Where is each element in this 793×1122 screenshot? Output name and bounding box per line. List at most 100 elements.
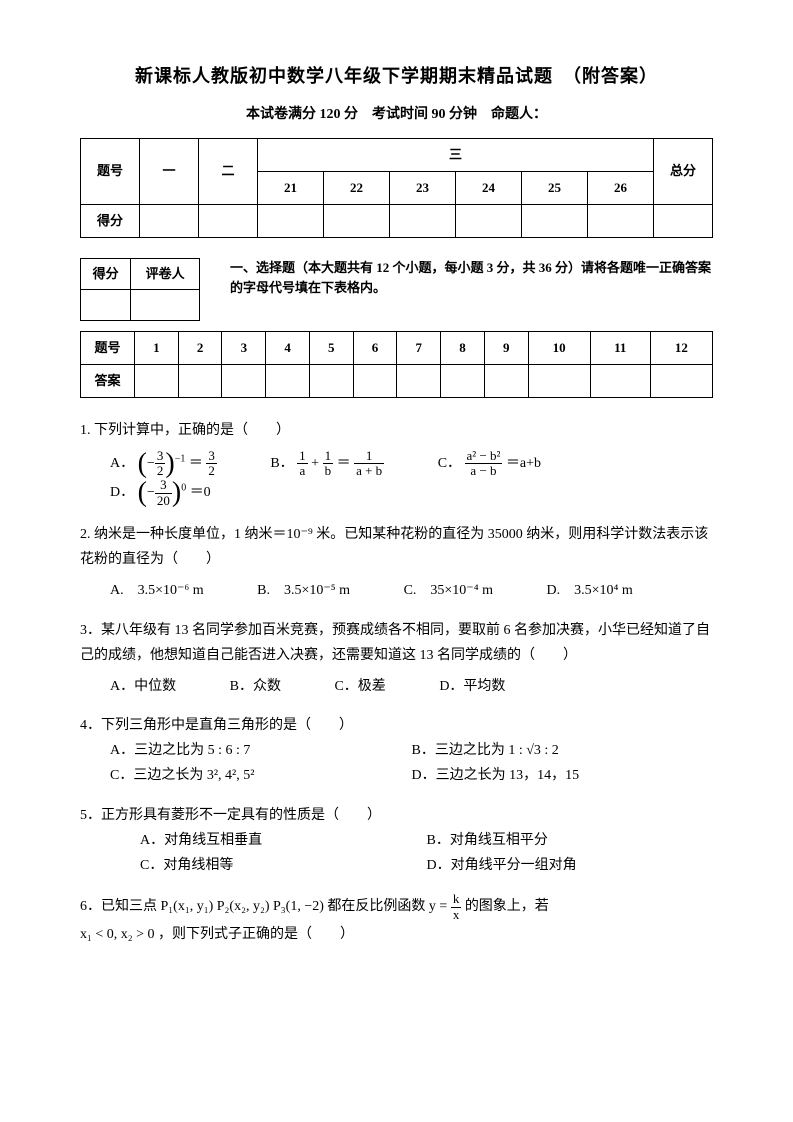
- answer-num: 3: [222, 331, 266, 364]
- question-6: 6．已知三点 P₁(x₁, y₁) P₂(x₂, y₂) P₃(1, −2) 都…: [80, 892, 713, 947]
- answer-num: 10: [528, 331, 590, 364]
- den: a − b: [465, 464, 503, 478]
- q5-opt-c: C．对角线相等: [140, 853, 427, 878]
- col-header: 题号: [81, 138, 140, 204]
- num: 1: [323, 449, 334, 464]
- q5-options: A．对角线互相垂直 B．对角线互相平分: [140, 828, 713, 853]
- question-2: 2. 纳米是一种长度单位，1 纳米＝10⁻⁹ 米。已知某种花粉的直径为 3500…: [80, 522, 713, 604]
- answer-cell: [222, 364, 266, 397]
- label: D．: [110, 485, 134, 500]
- label: A．: [110, 456, 134, 471]
- q2-opt-b: B. 3.5×10⁻⁵ m: [257, 578, 350, 603]
- q3-opt-b: B．众数: [230, 674, 281, 699]
- score-cell: [588, 204, 654, 237]
- answer-cell: [528, 364, 590, 397]
- label: B．: [270, 456, 293, 471]
- den: 2: [206, 464, 217, 478]
- exp: 0: [181, 483, 186, 494]
- answer-num: 5: [309, 331, 353, 364]
- answer-cell: [397, 364, 441, 397]
- question-4: 4．下列三角形中是直角三角形的是（ ） A．三边之比为 5 : 6 : 7 B．…: [80, 713, 713, 789]
- answer-num: 11: [590, 331, 650, 364]
- col-header: 三: [258, 138, 654, 171]
- answer-cell: [590, 364, 650, 397]
- q3-opt-a: A．中位数: [110, 674, 176, 699]
- eq: ＝a+b: [506, 456, 541, 471]
- answer-cell: [178, 364, 222, 397]
- answer-cell: [484, 364, 528, 397]
- q3-stem: 3．某八年级有 13 名同学参加百米竞赛，预赛成绩各不相同，要取前 6 名参加决…: [80, 618, 713, 668]
- col-header: 总分: [654, 138, 713, 204]
- answer-cell: [441, 364, 485, 397]
- page-subtitle: 本试卷满分 120 分 考试时间 90 分钟 命题人：: [80, 102, 713, 127]
- q1-stem: 1. 下列计算中，正确的是（ ）: [80, 418, 713, 443]
- q1-opt-a: A． (−32)−1 ＝ 32: [110, 449, 217, 479]
- answer-header: 题号: [81, 331, 135, 364]
- q3-opt-c: C．极差: [334, 674, 385, 699]
- answer-cell: [266, 364, 310, 397]
- page-title: 新课标人教版初中数学八年级下学期期末精品试题 （附答案）: [80, 60, 713, 92]
- scorer-box: 得分 评卷人: [80, 258, 200, 321]
- q2-options: A. 3.5×10⁻⁶ m B. 3.5×10⁻⁵ m C. 35×10⁻⁴ m…: [110, 578, 713, 603]
- q2-opt-a: A. 3.5×10⁻⁶ m: [110, 578, 204, 603]
- answer-num: 6: [353, 331, 397, 364]
- score-cell: [324, 204, 390, 237]
- q1-opt-c: C． a² − b²a − b ＝a+b: [438, 449, 541, 479]
- q1-options: A． (−32)−1 ＝ 32 B． 1a + 1b ＝ 1a + b C． a…: [110, 449, 713, 508]
- y-eq: y =: [429, 899, 447, 914]
- sub-header: 25: [522, 171, 588, 204]
- score-cell: [140, 204, 199, 237]
- answer-cell: [309, 364, 353, 397]
- stem-post: 的图象上，若: [465, 899, 549, 914]
- answer-cell: [353, 364, 397, 397]
- den: x: [451, 908, 462, 922]
- answer-num: 7: [397, 331, 441, 364]
- section-instruction: 一、选择题（本大题共有 12 个小题，每小题 3 分，共 36 分）请将各题唯一…: [230, 258, 713, 300]
- num: 3: [155, 478, 172, 493]
- answer-num: 9: [484, 331, 528, 364]
- num: k: [451, 892, 462, 907]
- num: 1: [354, 449, 384, 464]
- score-summary-table: 题号 一 二 三 总分 21 22 23 24 25 26 得分: [80, 138, 713, 238]
- eq: ＝: [189, 456, 203, 471]
- label: C．: [438, 456, 461, 471]
- q2-opt-c: C. 35×10⁻⁴ m: [404, 578, 493, 603]
- q1-opt-d: D． (−320)0 ＝0: [110, 478, 211, 508]
- q3-options: A．中位数 B．众数 C．极差 D．平均数: [110, 674, 713, 699]
- plus: +: [311, 456, 319, 471]
- answer-label: 答案: [81, 364, 135, 397]
- den: b: [323, 464, 334, 478]
- num: 3: [155, 449, 166, 464]
- col-header: 二: [199, 138, 258, 204]
- col-header: 一: [140, 138, 199, 204]
- score-cell: [258, 204, 324, 237]
- answer-cell: [135, 364, 179, 397]
- q5-opt-d: D．对角线平分一组对角: [427, 853, 714, 878]
- scorer-label: 得分: [81, 258, 131, 289]
- q4-options: A．三边之比为 5 : 6 : 7 B．三边之比为 1 : √3 : 2: [110, 738, 713, 763]
- score-cell: [654, 204, 713, 237]
- q4-opt-c: C．三边之长为 3², 4², 5²: [110, 763, 412, 788]
- den: 2: [155, 464, 166, 478]
- q4-stem: 4．下列三角形中是直角三角形的是（ ）: [80, 713, 713, 738]
- num: 1: [297, 449, 308, 464]
- den: a: [297, 464, 308, 478]
- answer-cell: [650, 364, 712, 397]
- answer-num: 1: [135, 331, 179, 364]
- num: 3: [206, 449, 217, 464]
- answer-num: 12: [650, 331, 712, 364]
- q6-stem-line2: x₁ < 0, x₂ > 0 ，则下列式子正确的是（ ）: [80, 922, 713, 947]
- answer-num: 2: [178, 331, 222, 364]
- q4-options-row2: C．三边之长为 3², 4², 5² D．三边之长为 13，14，15: [110, 763, 713, 788]
- sub-header: 26: [588, 171, 654, 204]
- score-cell: [390, 204, 456, 237]
- q5-options-row2: C．对角线相等 D．对角线平分一组对角: [140, 853, 713, 878]
- scorer-cell: [81, 289, 131, 320]
- den: a + b: [354, 464, 384, 478]
- score-cell: [456, 204, 522, 237]
- q2-opt-d: D. 3.5×10⁴ m: [546, 578, 632, 603]
- q4-opt-a: A．三边之比为 5 : 6 : 7: [110, 738, 412, 763]
- sub-header: 21: [258, 171, 324, 204]
- q4-opt-d: D．三边之长为 13，14，15: [412, 763, 714, 788]
- eq: ＝: [337, 456, 351, 471]
